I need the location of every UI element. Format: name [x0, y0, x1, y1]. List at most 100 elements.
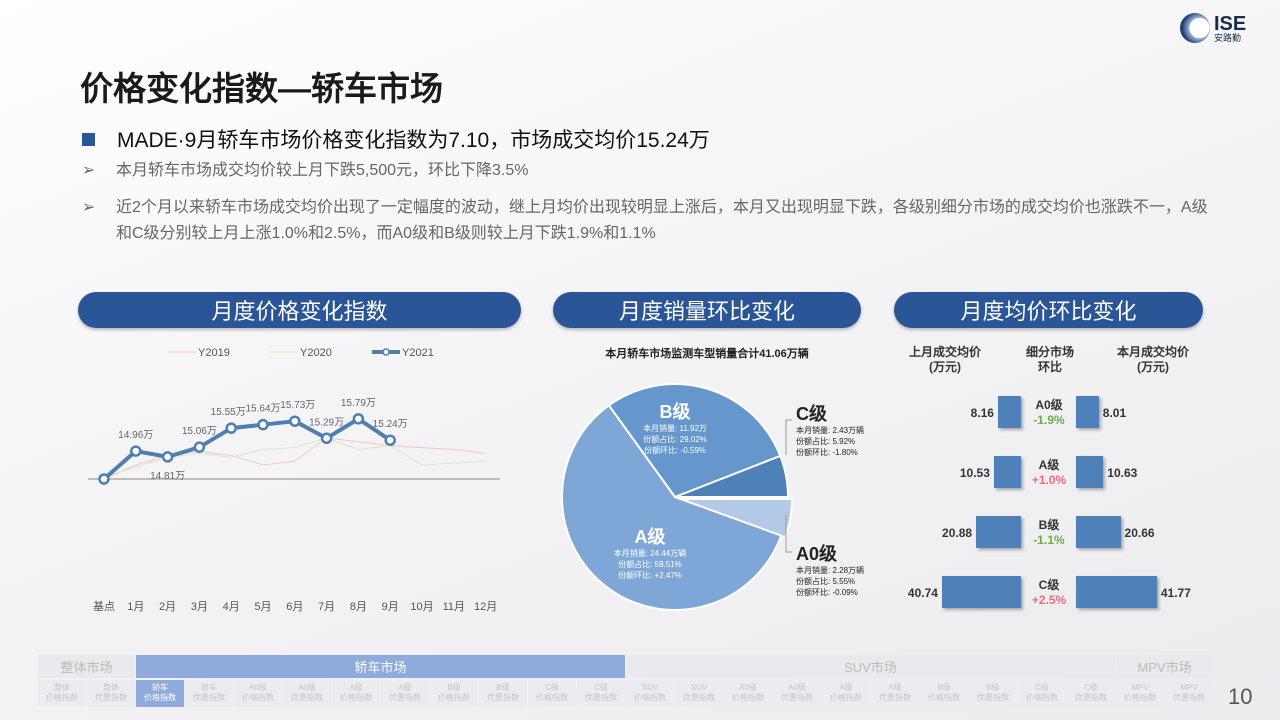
nav-item[interactable]: A级 优惠指数: [871, 680, 919, 707]
page-number: 10: [1228, 684, 1253, 709]
x-tick-label: 12月: [474, 601, 497, 613]
nav-group-tab[interactable]: 轿车市场: [136, 655, 625, 678]
data-point: [225, 422, 237, 434]
bullet-square-icon: [82, 132, 95, 146]
nav-item[interactable]: C级 价格指数: [528, 680, 576, 707]
cur-price-value: 8.01: [1102, 406, 1127, 420]
data-point: [352, 413, 365, 425]
series-line-Y2021: [102, 416, 392, 481]
nav-item[interactable]: B级 优惠指数: [969, 680, 1017, 707]
segment-name: A级: [1038, 458, 1060, 472]
segment-name: C级: [1038, 578, 1060, 592]
data-point: [289, 415, 301, 427]
data-point: [257, 418, 269, 431]
sub-bullet-text: 近2个月以来轿车市场成交均价出现了一定幅度的波动，继上月均价出现较明显上涨后，本…: [116, 199, 1208, 242]
data-point: [320, 432, 333, 445]
segment-change: -1.9%: [1033, 413, 1065, 427]
pie-detail: 份额占比: 5.92%: [796, 436, 855, 446]
x-tick-label: 11月: [443, 601, 465, 613]
nav-item[interactable]: A级 价格指数: [822, 680, 870, 707]
x-tick-label: 8月: [350, 601, 367, 613]
nav-group-tab[interactable]: 整体市场: [38, 655, 135, 678]
data-point: [193, 441, 206, 453]
pie-detail: 份额占比: 59.51%: [618, 559, 682, 569]
section-header-sales-change: 月度销量环比变化: [553, 292, 861, 328]
leader-line: [785, 515, 792, 553]
logo: ISE 安路勤: [1180, 10, 1270, 46]
x-tick-label: 3月: [191, 601, 208, 613]
headline-text: MADE·9月轿车市场价格变化指数为7.10，市场成交均价15.24万: [117, 129, 710, 152]
headline: MADE·9月轿车市场价格变化指数为7.10，市场成交均价15.24万: [82, 124, 710, 154]
nav-item[interactable]: A0级 优惠指数: [773, 680, 821, 707]
nav-item[interactable]: A0级 价格指数: [724, 680, 772, 707]
logo-text: ISE: [1214, 12, 1247, 35]
data-point: [161, 451, 174, 463]
nav-item[interactable]: A级 优惠指数: [381, 680, 429, 707]
bar-cur-A0级: [1076, 396, 1099, 428]
pie-detail: 本月销量: 24.44万辆: [614, 548, 686, 558]
legend-label: Y2021: [402, 347, 434, 359]
nav-item[interactable]: C级 价格指数: [1018, 680, 1066, 707]
nav-item[interactable]: C级 优惠指数: [577, 680, 625, 707]
legend-label: Y2020: [300, 347, 332, 359]
cur-price-value: 41.77: [1160, 586, 1191, 600]
header-prev-price: 上月成交均价 (万元): [908, 345, 981, 374]
x-tick-label: 6月: [286, 601, 303, 613]
segment-name: A0级: [1035, 398, 1063, 412]
logo-icon: [1180, 13, 1210, 43]
legend-marker: [382, 348, 390, 356]
market-navigation: 整体市场 整体 价格指数 整体 优惠指数 轿车市场 轿车 价格指数 轿车 优惠指数 A0级 价格指数 A…: [38, 655, 1218, 707]
section-header-avg-price-change: 月度均价环比变化: [894, 292, 1203, 328]
pie-label-C级: C级: [796, 403, 828, 424]
nav-item[interactable]: A级 价格指数: [332, 680, 380, 707]
nav-group: MPV市场 MPV 价格指数 MPV 优惠指数: [1116, 655, 1213, 707]
data-label: 15.73万: [280, 400, 315, 411]
pie-detail: 本月销量: 2.28万辆: [796, 565, 864, 575]
nav-item[interactable]: B级 优惠指数: [479, 680, 527, 707]
section-header-price-index: 月度价格变化指数: [78, 292, 521, 328]
data-point: [130, 445, 142, 457]
header-cur-price: 本月成交均价 (万元): [1116, 345, 1189, 374]
page-title: 价格变化指数—轿车市场: [80, 70, 443, 107]
bar-prev-C级: [941, 576, 1021, 608]
nav-group-tab[interactable]: MPV市场: [1116, 655, 1213, 678]
data-label: 15.79万: [341, 398, 376, 409]
nav-item[interactable]: B级 价格指数: [430, 680, 478, 707]
data-label: 15.29万: [309, 417, 344, 428]
nav-item[interactable]: 轿车 优惠指数: [185, 680, 233, 707]
nav-group-tab[interactable]: SUV市场: [626, 655, 1115, 678]
nav-item[interactable]: 整体 优惠指数: [87, 680, 135, 707]
bar-prev-A0级: [997, 396, 1021, 428]
nav-item[interactable]: MPV 优惠指数: [1165, 680, 1213, 707]
pie-title: 本月轿车市场监测车型销量合计41.06万辆: [605, 346, 809, 360]
x-tick-label: 2月: [159, 601, 176, 613]
prev-price-value: 8.16: [970, 406, 994, 420]
price-index-line-chart: 基点 1月 2月 3月 4月 5月 6月 7月 8月 9月 10月 11月 12月 Y2019 Y2020 Y…: [88, 347, 500, 613]
avg-price-chart: 上月成交均价 (万元) 细分市场 环比 本月成交均价 (万元) 8.16 8.01 A0级 -1.…: [900, 340, 1200, 620]
nav-item[interactable]: A0级 价格指数: [234, 680, 282, 707]
nav-item[interactable]: MPV 价格指数: [1116, 680, 1164, 707]
header-segment-change: 细分市场 环比: [1025, 345, 1074, 374]
pie-slice-A级: [561, 403, 783, 611]
segment-change: -1.1%: [1033, 533, 1065, 547]
cur-price-value: 20.66: [1124, 526, 1155, 540]
x-tick-label: 9月: [382, 601, 399, 613]
nav-group: SUV市场 SUV 价格指数 SUV 优惠指数 A0级 价格指数 A0级 优惠指数 A级 价格指数 A…: [626, 655, 1115, 707]
arrow-icon: ➢: [82, 162, 96, 179]
pie-detail: 本月销量: 2.43万辆: [796, 425, 864, 435]
nav-group: 整体市场 整体 价格指数 整体 优惠指数: [38, 655, 135, 707]
x-tick-label: 1月: [127, 601, 144, 613]
prev-price-value: 20.88: [942, 526, 973, 540]
nav-item[interactable]: B级 价格指数: [920, 680, 968, 707]
pie-label-A0级: A0级: [796, 543, 838, 564]
bar-cur-A级: [1076, 456, 1104, 488]
nav-item[interactable]: A0级 优惠指数: [283, 680, 331, 707]
arrow-icon: ➢: [82, 199, 96, 216]
nav-item[interactable]: 轿车 价格指数: [136, 680, 184, 707]
nav-item[interactable]: 整体 价格指数: [38, 680, 86, 707]
segment-name: B级: [1038, 518, 1060, 532]
nav-item[interactable]: SUV 价格指数: [626, 680, 674, 707]
nav-item[interactable]: SUV 优惠指数: [675, 680, 723, 707]
nav-item[interactable]: C级 优惠指数: [1067, 680, 1115, 707]
